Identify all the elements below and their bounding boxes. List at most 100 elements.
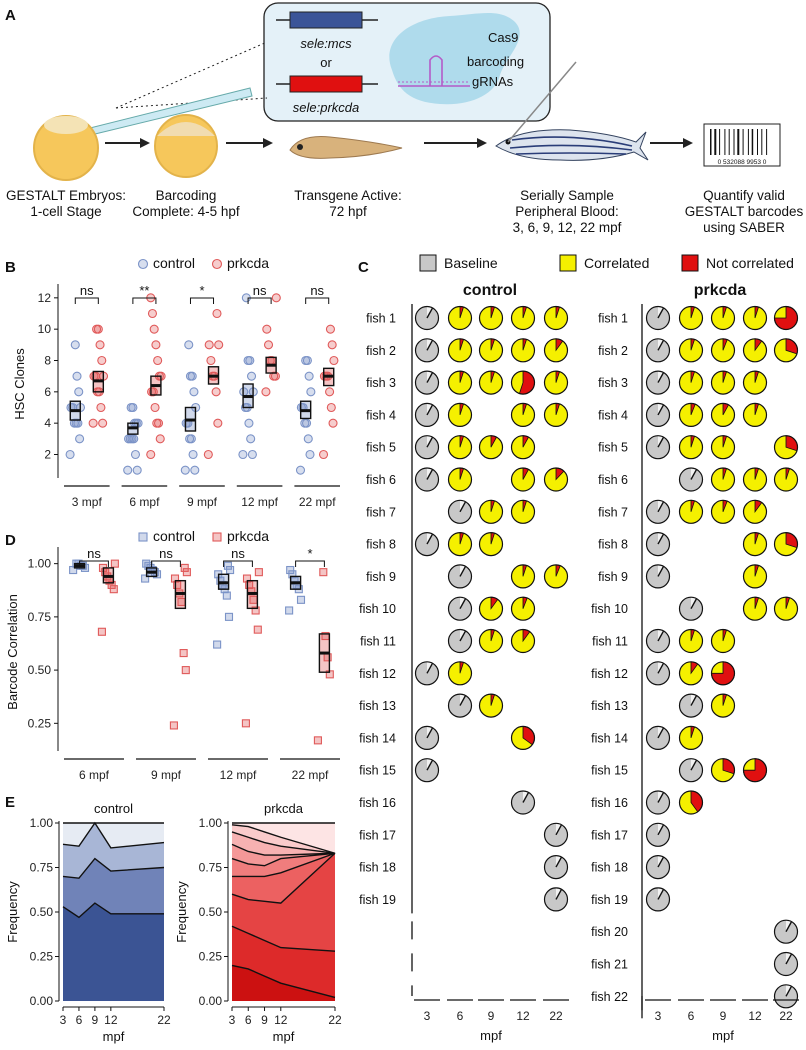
- pie-outline: [678, 661, 704, 686]
- fish-label: fish 1: [598, 312, 628, 326]
- area-boundary-line: [231, 852, 336, 867]
- step-label-2-line1: Barcoding: [156, 188, 217, 203]
- data-point: [285, 606, 294, 615]
- fish-label: fish 8: [366, 538, 396, 552]
- pie-wedge-edge: [459, 630, 467, 642]
- area-layer: [63, 823, 164, 879]
- pie-outline: [773, 919, 799, 944]
- pie-outline: [510, 467, 536, 492]
- x-tick-label: 3 mpf: [72, 495, 103, 509]
- step-label-4-line3: 3, 6, 9, 12, 22 mpf: [513, 220, 622, 235]
- pie-outline: [543, 854, 569, 880]
- pie-wedge-edge: [459, 695, 467, 706]
- pie-wedge-edge: [657, 404, 665, 416]
- x-tick-label: 12: [516, 1009, 530, 1023]
- pie-outline: [478, 531, 504, 557]
- fish-label: fish 14: [359, 731, 396, 745]
- data-point: [95, 340, 105, 350]
- fish-label: fish 6: [366, 473, 396, 487]
- pie-outline: [645, 531, 671, 557]
- data-point: [147, 308, 158, 319]
- data-point: [328, 418, 338, 428]
- pie-wedge-edge: [555, 856, 563, 868]
- data-point: [245, 580, 254, 589]
- fish-label: fish 19: [359, 893, 396, 907]
- data-point: [182, 568, 191, 577]
- pie-wedge-edge: [657, 372, 665, 383]
- fish-label: fish 5: [598, 441, 628, 455]
- fish-label: fish 10: [359, 602, 396, 616]
- data-point: [92, 324, 102, 334]
- pie-outline: [645, 564, 671, 589]
- area-layer: [232, 926, 335, 998]
- barcode-bar: [724, 129, 726, 155]
- barcode-icon: [703, 123, 781, 167]
- pie-outline: [447, 402, 473, 427]
- significance-label: ns: [231, 546, 245, 561]
- x-tick-label: 22 mpf: [299, 495, 336, 509]
- pie-outline: [414, 435, 440, 460]
- pie-outline: [447, 596, 473, 621]
- pie-outline: [414, 661, 440, 686]
- data-point: [262, 324, 272, 334]
- x-tick-label: 12: [104, 1013, 118, 1027]
- x-tick-label: 12: [748, 1009, 762, 1023]
- data-point: [142, 559, 151, 568]
- data-point: [301, 355, 311, 366]
- data-point: [98, 418, 108, 428]
- fish-label: fish 3: [598, 376, 628, 390]
- pie-outline: [510, 499, 536, 524]
- data-point: [130, 449, 141, 460]
- pie-outline: [478, 305, 504, 331]
- area-boundary-line: [231, 964, 336, 999]
- construct-or-label: or: [320, 55, 332, 70]
- cas9-protein-icon: [389, 13, 520, 105]
- data-point: [241, 719, 250, 728]
- data-point: [150, 402, 160, 413]
- pie-outline: [414, 305, 440, 331]
- fish-label: fish 17: [359, 828, 396, 842]
- fish-label: fish 20: [591, 925, 628, 939]
- data-point: [69, 418, 79, 428]
- fish-label: fish 1: [366, 312, 396, 326]
- pie-outline: [742, 596, 768, 621]
- data-point: [325, 324, 335, 334]
- x-tick-label: 22 mpf: [292, 768, 329, 782]
- pie-outline: [543, 402, 569, 427]
- data-point: [303, 434, 313, 444]
- pie-outline: [710, 402, 736, 427]
- panel-label-e: E: [5, 794, 15, 811]
- panel-label-d: D: [5, 532, 16, 549]
- data-point: [65, 449, 75, 460]
- significance-bracket: [151, 560, 181, 567]
- area-boundary-line: [231, 925, 336, 952]
- data-point: [286, 565, 295, 575]
- fish-label: fish 5: [366, 441, 396, 455]
- y-tick-label: 12: [38, 291, 52, 305]
- y-tick-label: 0.50: [30, 905, 54, 919]
- fish-label: fish 11: [360, 635, 396, 649]
- barcode-bar: [742, 129, 744, 155]
- pie-wedge-edge: [657, 339, 665, 351]
- x-tick-label: 22: [779, 1009, 793, 1023]
- step-label-3-line1: Transgene Active:: [294, 188, 402, 203]
- pie-wedge-edge: [657, 630, 665, 642]
- step-label-5-line1: Quantify valid: [703, 188, 785, 203]
- pie-wedge-edge: [426, 533, 434, 545]
- area-layer: [63, 823, 164, 848]
- significance-label: **: [139, 283, 149, 298]
- data-point: [88, 418, 98, 428]
- pie-wedge-edge: [426, 469, 434, 480]
- y-tick-label: 10: [38, 322, 52, 336]
- fish-label: fish 12: [359, 667, 396, 681]
- pie-wedge-edge: [426, 436, 434, 448]
- area-boundary-line: [62, 857, 165, 879]
- pie-outline: [478, 499, 504, 524]
- x-tick-label: 3: [424, 1009, 431, 1023]
- group-title: prkcda: [694, 282, 747, 299]
- pie-outline: [645, 402, 671, 427]
- y-tick-label: 4: [44, 416, 51, 430]
- barcode-bar: [761, 129, 763, 155]
- pie-outline: [678, 467, 704, 492]
- pie-outline: [742, 564, 768, 589]
